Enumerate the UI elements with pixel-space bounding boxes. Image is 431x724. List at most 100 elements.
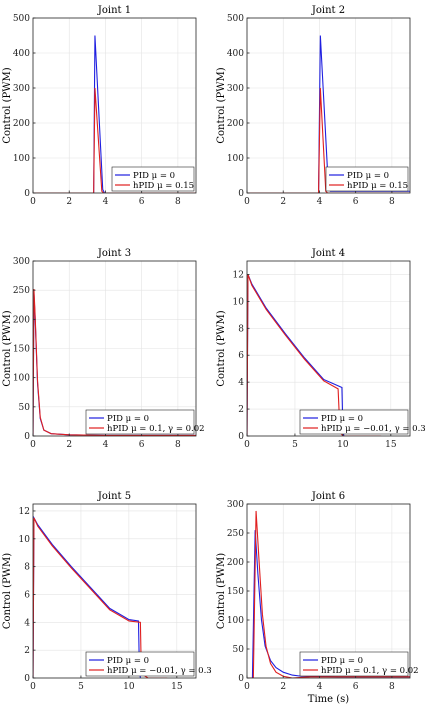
x-tick-label: 4 [317,682,323,692]
x-tick-label: 4 [317,197,323,207]
y-tick-label: 0 [24,674,30,684]
y-tick-label: 2 [24,646,30,656]
chart-panel-6: 0 2 4 6 8 0 50 100 150 200 250 300 Joint 6 Control (P… [216,491,419,705]
legend-label: PID μ = 0 [133,171,175,181]
y-tick-label: 250 [13,286,30,296]
y-tick-label: 100 [13,154,30,164]
x-tick-label: 15 [385,440,397,450]
y-axis-label: Control (PWM) [216,553,227,629]
y-tick-label: 8 [24,563,30,573]
x-tick-label: 8 [389,197,395,207]
x-tick-label: 0 [244,197,250,207]
chart-panel-4: 0 5 10 15 0 2 4 6 8 10 12 Joint 4 Control (PWM) PID μ… [216,248,426,450]
y-tick-label: 4 [238,378,244,388]
y-tick-label: 6 [24,590,30,600]
axes-box [32,17,197,194]
x-tick-label: 2 [280,197,286,207]
legend-box [85,651,195,677]
y-tick-label: 300 [227,84,244,94]
y-axis-label: Control (PWM) [216,67,227,143]
y-tick-label: 200 [227,558,244,568]
chart-title: Joint 3 [97,248,131,259]
legend-label: PID μ = 0 [107,414,149,424]
y-tick-label: 0 [238,432,244,442]
y-tick-label: 50 [233,645,245,655]
plot-area [33,18,196,193]
legend-label: hPID μ = 0.15 [347,181,408,191]
y-tick-label: 10 [19,535,31,545]
series-line-2 [33,288,196,436]
legend-box [299,651,409,677]
chart-title: Joint 6 [311,491,345,502]
x-tick-label: 10 [337,440,349,450]
y-tick-label: 300 [13,84,30,94]
x-tick-label: 0 [244,440,250,450]
chart-panel-2: 0 2 4 6 8 0 100 200 300 400 500 Joint 2 Control (PWM… [216,5,411,207]
y-tick-label: 0 [24,189,30,199]
x-tick-label: 2 [66,440,72,450]
y-tick-label: 150 [13,345,30,355]
x-tick-label: 4 [103,440,109,450]
y-tick-label: 200 [13,315,30,325]
plot-area [247,18,410,193]
x-tick-label: 6 [353,197,359,207]
y-tick-label: 400 [13,49,30,59]
chart-panel-3: 0 2 4 6 8 0 50 100 150 200 250 300 Joint 3 Control (P… [2,248,205,450]
y-tick-label: 50 [19,403,31,413]
x-tick-label: 6 [353,682,359,692]
chart-title: Joint 5 [97,491,131,502]
y-tick-label: 150 [227,587,244,597]
y-tick-label: 100 [227,616,244,626]
legend-label: PID μ = 0 [321,656,363,666]
plot-area [33,504,196,678]
y-tick-label: 4 [24,618,30,628]
series-line-2 [247,274,382,436]
chart-panel-5: 0 5 10 15 0 2 4 6 8 10 12 Joint 5 Control (PWM) PID μ… [2,491,212,692]
y-tick-label: 500 [13,14,30,24]
legend-label: PID μ = 0 [321,414,363,424]
y-tick-label: 8 [238,324,244,334]
y-tick-label: 0 [238,674,244,684]
x-tick-label: 0 [244,682,250,692]
x-tick-label: 10 [123,682,135,692]
y-tick-label: 300 [13,257,30,267]
y-axis-label: Control (PWM) [2,67,13,143]
legend-label: hPID μ = −0.01, γ = 0.3 [321,424,426,434]
y-tick-label: 100 [227,154,244,164]
x-tick-label: 8 [175,197,181,207]
x-tick-label: 15 [171,682,183,692]
y-tick-label: 6 [238,351,244,361]
y-tick-label: 10 [233,297,245,307]
axes-box [246,17,411,194]
x-tick-label: 2 [66,197,72,207]
y-axis-label: Control (PWM) [2,553,13,629]
x-tick-label: 6 [139,440,145,450]
legend-box [111,166,195,192]
legend-label: PID μ = 0 [347,171,389,181]
legend-box [85,409,195,435]
series-line-2 [247,87,410,193]
chart-panel-1: 0 2 4 6 8 0 100 200 300 400 500 Joint 1 Control (PWM… [2,5,197,207]
y-tick-label: 0 [24,432,30,442]
y-axis-label: Control (PWM) [2,310,13,386]
axes-box [32,503,197,679]
x-tick-label: 8 [175,440,181,450]
x-tick-label: 2 [280,682,286,692]
legend-label: hPID μ = 0.15 [133,181,194,191]
y-tick-label: 400 [227,49,244,59]
plot-area [247,261,410,436]
legend-label: hPID μ = 0.1, γ = 0.02 [107,424,205,434]
y-tick-label: 250 [227,529,244,539]
chart-title: Joint 2 [311,5,345,16]
chart-title: Joint 4 [311,248,345,259]
y-tick-label: 200 [13,119,30,129]
axes-box [246,260,411,437]
legend-box [325,166,409,192]
x-tick-label: 4 [103,197,109,207]
